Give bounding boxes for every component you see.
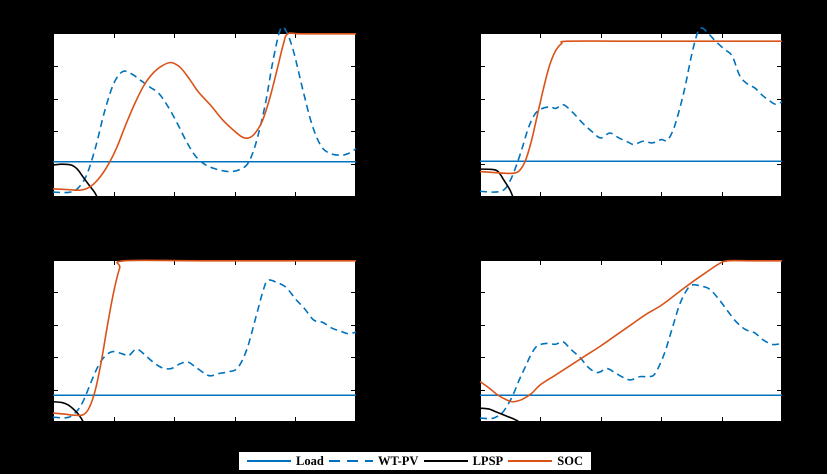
chart-canvas-bottom_left — [52, 259, 357, 431]
legend-label-wtpv: WT-PV — [377, 454, 419, 468]
lpsp-line — [52, 400, 88, 431]
legend-label-lpsp: LPSP — [472, 454, 504, 468]
legend-entry-load: Load — [247, 452, 324, 470]
axes-box — [53, 33, 356, 197]
subplot-bottom-left — [52, 259, 357, 431]
legend-entry-soc: SOC — [508, 452, 583, 470]
lpsp-line — [479, 168, 516, 203]
axes-box — [53, 260, 356, 422]
wtpv-line — [479, 283, 783, 420]
legend-entry-wtpv: WT-PV — [328, 452, 419, 470]
wtpv-line — [52, 26, 357, 194]
lpsp-line — [52, 163, 101, 204]
soc-line — [479, 259, 782, 403]
wtpv-line — [52, 279, 357, 419]
tick-marks — [54, 34, 355, 196]
axes-box — [480, 33, 782, 197]
soc-line-sample — [508, 460, 553, 462]
tick-marks — [481, 261, 781, 421]
legend-entry-lpsp: LPSP — [423, 452, 504, 470]
lpsp-line — [479, 407, 526, 430]
chart-canvas-top_left — [52, 26, 357, 204]
subplot-top-right — [479, 27, 783, 203]
chart-canvas-top_right — [479, 27, 783, 203]
chart-canvas-bottom_right — [479, 259, 783, 430]
legend: Load WT-PV LPSP SOC — [238, 451, 592, 471]
tick-marks — [54, 261, 355, 421]
wtpv-line — [479, 27, 783, 193]
load-line-sample — [247, 460, 291, 462]
soc-line — [52, 32, 356, 192]
subplot-top-left — [52, 26, 357, 204]
legend-label-load: Load — [296, 454, 324, 468]
axes-box — [480, 260, 782, 422]
wtpv-line-sample — [328, 460, 373, 462]
tick-marks — [481, 34, 781, 196]
legend-label-soc: SOC — [557, 454, 583, 468]
soc-line — [52, 259, 356, 417]
lpsp-line-sample — [423, 460, 468, 462]
soc-line — [479, 40, 782, 175]
subplot-bottom-right — [479, 259, 783, 430]
